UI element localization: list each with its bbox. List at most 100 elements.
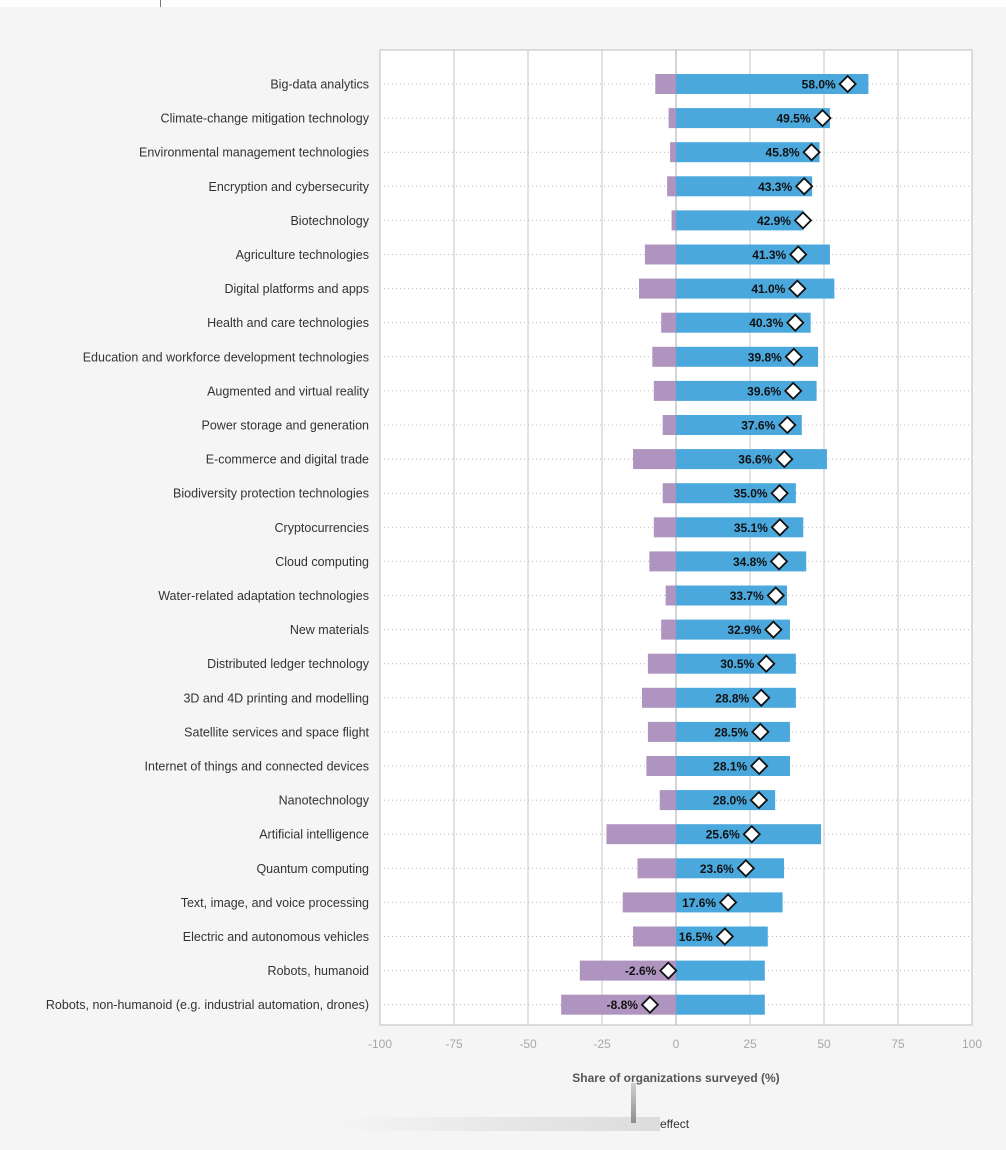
net-marker-25 xyxy=(715,927,735,946)
category-label-15: Water-related adaptation technologies xyxy=(158,589,369,603)
net-marker-23 xyxy=(736,859,756,878)
net-marker-21 xyxy=(749,790,769,810)
data-label-23: 23.6% xyxy=(700,862,734,876)
data-label-26: -2.6% xyxy=(625,964,657,978)
legend-blurred-strip xyxy=(340,1117,660,1131)
data-label-17: 30.5% xyxy=(720,657,754,671)
bar-positive-0 xyxy=(676,74,869,94)
data-label-22: 25.6% xyxy=(706,828,740,842)
data-label-27: -8.8% xyxy=(607,998,639,1012)
net-marker-17 xyxy=(757,654,776,673)
data-label-10: 37.6% xyxy=(741,419,775,433)
category-label-21: Nanotechnology xyxy=(279,794,370,808)
net-marker-19 xyxy=(751,722,770,742)
category-labels: Big-data analytics Climate-change mitigat… xyxy=(46,78,370,1013)
category-label-16: New materials xyxy=(290,623,369,637)
category-label-14: Cloud computing xyxy=(275,555,369,569)
bar-positive-3 xyxy=(676,176,813,197)
data-label-24: 17.6% xyxy=(682,896,716,910)
category-label-27: Robots, non-humanoid (e.g. industrial au… xyxy=(46,998,369,1012)
bar-negative-13 xyxy=(653,517,676,538)
bar-negative-25 xyxy=(633,926,676,947)
bar-negative-19 xyxy=(647,721,676,742)
bars xyxy=(561,74,869,1015)
x-tick-label-1: -75 xyxy=(445,1037,463,1051)
bar-negative-6 xyxy=(639,278,676,299)
x-tick-label-3: -25 xyxy=(593,1037,611,1051)
net-marker-13 xyxy=(770,518,790,537)
bar-negative-3 xyxy=(667,176,676,197)
net-marker-3 xyxy=(794,177,814,196)
bar-negative-4 xyxy=(671,210,676,231)
category-label-7: Health and care technologies xyxy=(207,316,369,330)
data-label-13: 35.1% xyxy=(734,521,768,535)
bar-negative-17 xyxy=(647,653,676,674)
data-label-4: 42.9% xyxy=(757,214,791,228)
category-label-22: Artificial intelligence xyxy=(259,828,369,842)
bar-positive-27 xyxy=(676,994,765,1015)
net-marker-4 xyxy=(793,211,813,230)
bar-negative-1 xyxy=(668,108,676,129)
x-tick-label-2: -50 xyxy=(519,1037,537,1051)
net-marker-2 xyxy=(802,142,821,162)
top-strip xyxy=(0,0,1006,7)
legend-marker xyxy=(631,1083,636,1123)
bar-positive-4 xyxy=(676,210,804,231)
x-tick-label-0: -100 xyxy=(368,1037,392,1051)
data-label-25: 16.5% xyxy=(679,930,713,944)
bar-positive-10 xyxy=(676,415,802,435)
top-tick-mark xyxy=(160,0,161,7)
category-label-2: Environmental management technologies xyxy=(139,146,369,160)
bar-positive-26 xyxy=(676,960,765,981)
net-marker-20 xyxy=(749,756,769,776)
net-marker-22 xyxy=(742,824,762,844)
category-label-10: Power storage and generation xyxy=(202,419,370,433)
bar-positive-11 xyxy=(676,449,827,470)
net-marker-6 xyxy=(788,279,807,298)
data-label-6: 41.0% xyxy=(751,282,785,296)
data-label-1: 49.5% xyxy=(776,112,810,126)
bar-negative-18 xyxy=(641,687,676,708)
bar-positive-16 xyxy=(676,619,790,640)
bar-negative-23 xyxy=(637,858,676,879)
net-marker-26 xyxy=(659,961,678,980)
category-label-25: Electric and autonomous vehicles xyxy=(183,930,369,944)
bar-negative-20 xyxy=(646,756,676,776)
net-marker-1 xyxy=(813,108,832,128)
data-label-15: 33.7% xyxy=(730,589,764,603)
data-label-21: 28.0% xyxy=(713,794,747,808)
bar-positive-7 xyxy=(676,312,811,333)
data-label-18: 28.8% xyxy=(715,691,749,705)
data-label-3: 43.3% xyxy=(758,180,792,194)
data-label-2: 45.8% xyxy=(766,146,800,160)
data-label-20: 28.1% xyxy=(713,760,747,774)
data-label-0: 58.0% xyxy=(802,78,836,92)
net-marker-0 xyxy=(838,74,857,94)
category-label-19: Satellite services and space flight xyxy=(184,725,369,739)
bar-positive-5 xyxy=(676,244,830,265)
net-marker-9 xyxy=(783,381,803,401)
data-label-16: 32.9% xyxy=(727,623,761,637)
category-label-11: E-commerce and digital trade xyxy=(206,453,369,467)
bar-negative-15 xyxy=(665,585,676,606)
net-marker-27 xyxy=(640,995,660,1014)
data-label-7: 40.3% xyxy=(749,316,783,330)
net-marker-15 xyxy=(766,586,786,605)
data-label-9: 39.6% xyxy=(747,384,781,398)
bar-negative-14 xyxy=(649,551,676,572)
data-label-8: 39.8% xyxy=(748,350,782,364)
net-marker-24 xyxy=(718,893,738,912)
category-label-0: Big-data analytics xyxy=(270,78,369,92)
net-marker-5 xyxy=(788,245,808,264)
bar-positive-1 xyxy=(676,108,830,129)
bar-positive-23 xyxy=(676,858,785,879)
net-marker-10 xyxy=(778,415,797,435)
category-label-6: Digital platforms and apps xyxy=(224,282,369,296)
bar-negative-10 xyxy=(662,415,676,435)
category-label-4: Biotechnology xyxy=(290,214,369,228)
net-marker-18 xyxy=(751,688,771,708)
net-marker-8 xyxy=(784,347,804,367)
category-label-17: Distributed ledger technology xyxy=(207,657,370,671)
data-label-12: 35.0% xyxy=(734,487,768,501)
